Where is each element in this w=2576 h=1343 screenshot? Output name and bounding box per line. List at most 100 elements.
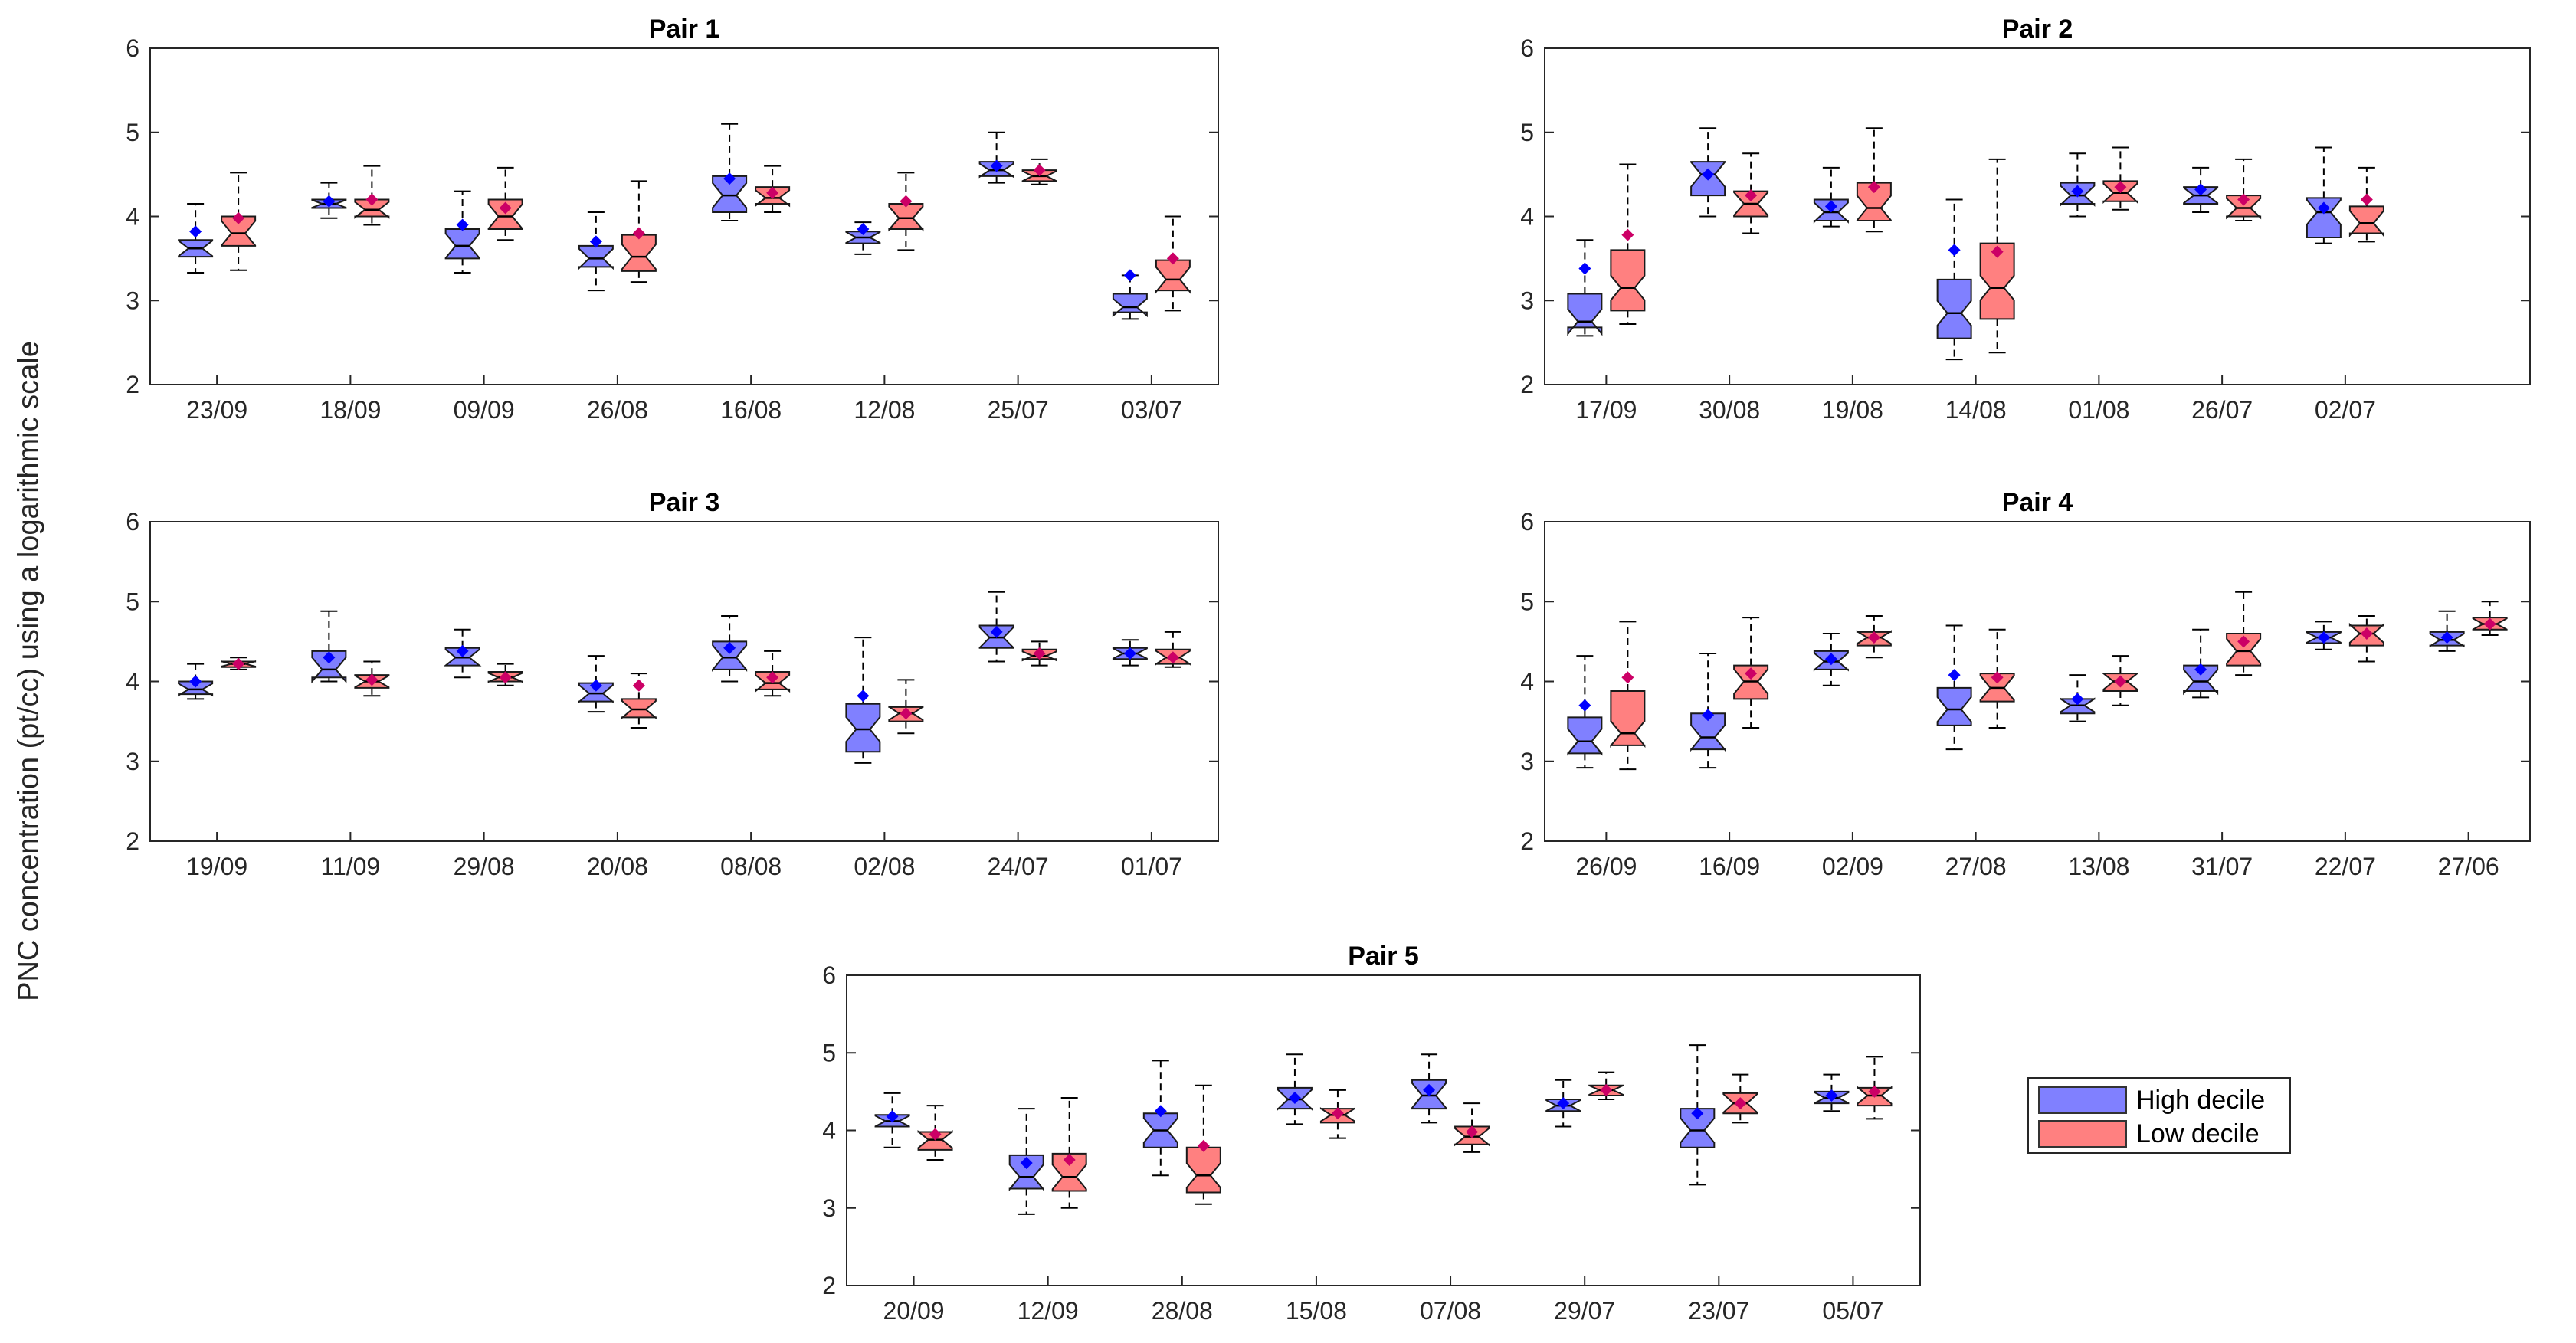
box-body [354, 198, 390, 219]
box-low-5 [2226, 158, 2262, 221]
mean-marker [900, 195, 913, 208]
x-tick-label: 24/07 [988, 853, 1049, 880]
box-high-0 [1567, 239, 1603, 337]
mean-marker [1166, 252, 1179, 265]
box-high-4 [712, 123, 748, 221]
box-high-6 [978, 131, 1014, 184]
box-body [2226, 632, 2262, 667]
box-low-6 [2348, 615, 2384, 663]
box-low-1 [1733, 152, 1769, 234]
box-low-2 [487, 663, 523, 686]
box-body [1610, 249, 1646, 312]
mean-marker [2114, 181, 2127, 194]
mean-marker [1600, 1083, 1613, 1096]
mean-marker [323, 195, 336, 208]
mean-marker [1621, 228, 1634, 241]
x-tick-label: 25/07 [988, 396, 1049, 424]
mean-marker [1621, 671, 1634, 684]
legend-swatch-low [2038, 1120, 2127, 1148]
x-tick-label: 18/09 [320, 396, 381, 424]
mean-marker [1745, 189, 1758, 202]
box-low-3 [1319, 1089, 1355, 1139]
x-tick-label: 05/07 [1822, 1297, 1883, 1325]
x-tick-label: 09/09 [454, 396, 515, 424]
box-high-2 [443, 628, 482, 679]
box-high-1 [311, 610, 347, 684]
x-tick-label: 03/07 [1121, 396, 1182, 424]
legend-label-high: High decile [2136, 1085, 2266, 1115]
x-tick-label: 01/08 [2068, 396, 2129, 424]
mean-marker [1578, 699, 1591, 712]
box-high-3 [1277, 1053, 1313, 1125]
legend-label-low: Low decile [2136, 1119, 2260, 1148]
box-high-3 [1936, 624, 1972, 751]
mean-marker [632, 679, 645, 692]
box-low-7 [2472, 601, 2508, 637]
y-tick-label: 5 [1520, 588, 1534, 615]
chart-panel-5: Pair 5 2 3 4 5 6 20/09 12/09 28/08 15/08 07/08 29/0… [822, 942, 1921, 1325]
mean-marker [1123, 647, 1136, 660]
mean-marker [323, 651, 336, 664]
box-high-3 [578, 211, 614, 292]
box-low-4 [755, 165, 791, 214]
chart-title: Pair 3 [649, 488, 720, 517]
box-high-3 [1936, 198, 1972, 361]
box-high-0 [874, 1092, 910, 1148]
y-tick-label: 4 [126, 203, 139, 231]
box-body [444, 228, 480, 260]
mean-marker [2360, 193, 2373, 206]
y-tick-label: 2 [1520, 827, 1534, 855]
mean-marker [1991, 245, 2004, 258]
mean-marker [632, 227, 645, 240]
mean-marker [2360, 627, 2373, 640]
box-high-5 [845, 637, 881, 764]
mean-marker [1991, 671, 2004, 684]
x-tick-label: 23/07 [1688, 1297, 1749, 1325]
chart-title: Pair 2 [2002, 15, 2073, 44]
mean-marker [499, 671, 512, 684]
box-body [1680, 1108, 1716, 1148]
box-body [1936, 686, 1972, 726]
mean-marker [990, 625, 1003, 638]
y-tick-label: 5 [126, 119, 139, 146]
x-tick-label: 26/08 [587, 396, 648, 424]
x-tick-label: 23/09 [186, 396, 247, 424]
plot-frame [846, 974, 1921, 1286]
box-low-4 [2102, 146, 2138, 211]
box-high-7 [1814, 1073, 1850, 1112]
mean-marker [1824, 200, 1837, 213]
x-tick-label: 02/09 [1822, 853, 1883, 880]
box-low-7 [1155, 215, 1191, 312]
mean-marker [1867, 181, 1880, 194]
box-high-2 [444, 190, 480, 274]
mean-marker [857, 222, 870, 235]
box-low-4 [1454, 1102, 1490, 1153]
box-low-5 [888, 172, 924, 251]
box-low-4 [755, 650, 791, 697]
y-tick-label: 5 [126, 588, 139, 615]
box-high-2 [1813, 632, 1849, 686]
box-body [1185, 1146, 1221, 1194]
box-body [845, 703, 881, 753]
y-tick-label: 4 [126, 668, 139, 696]
x-tick-label: 19/09 [186, 853, 247, 880]
mean-marker [1123, 269, 1136, 282]
box-body [578, 244, 614, 270]
x-tick-label: 27/08 [1945, 853, 2007, 880]
box-high-6 [2306, 146, 2342, 244]
box-body [712, 640, 748, 673]
box-body [621, 234, 657, 272]
box-high-2 [1142, 1060, 1178, 1177]
plot-frame [1544, 47, 2531, 385]
x-tick-label: 12/09 [1018, 1297, 1079, 1325]
mean-marker [1702, 709, 1715, 722]
box-low-1 [1051, 1096, 1087, 1209]
box-body [1155, 259, 1191, 294]
box-low-1 [354, 660, 390, 697]
x-tick-label: 29/08 [454, 853, 515, 880]
mean-marker [1691, 1107, 1704, 1120]
mean-marker [723, 172, 736, 185]
box-body [917, 1129, 953, 1151]
box-high-0 [178, 663, 214, 700]
